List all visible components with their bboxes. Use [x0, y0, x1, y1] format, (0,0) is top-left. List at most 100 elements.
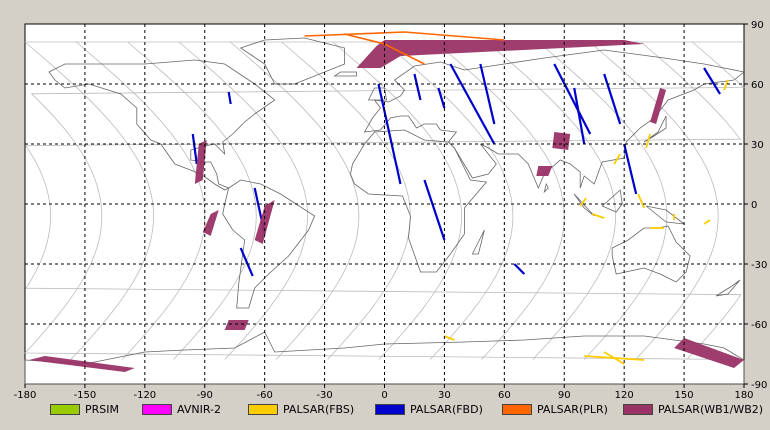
legend-item-palsar-wb: PALSAR(WB1/WB2) [623, 401, 763, 417]
swath-palsar-wb [356, 40, 645, 68]
lat-tick-label: -30 [751, 260, 767, 271]
swath-palsar-fbd [227, 91, 232, 105]
orbit-track [230, 41, 360, 360]
legend-label-prism: PRSIM [85, 402, 119, 416]
lon-tick-label: -60 [256, 390, 272, 401]
swath-palsar-fbs [637, 193, 645, 209]
lat-tick-label: 0 [751, 200, 757, 211]
swath-palsar-fbs [579, 197, 587, 207]
orbit-track [486, 41, 616, 360]
swath-palsar-wb [650, 88, 667, 124]
legend-swatch-palsar-fbs [248, 403, 278, 415]
swath-palsar-fbd [573, 87, 586, 145]
lon-tick-label: 30 [438, 390, 451, 401]
coastline [222, 179, 316, 309]
orbit-track [24, 41, 745, 360]
lat-tick-label: 60 [751, 80, 764, 91]
legend-label-palsar-wb: PALSAR(WB1/WB2) [658, 402, 764, 416]
lon-tick-label: 60 [498, 390, 511, 401]
longitude-tick-labels: -180 -150 -120 -90 -60 -30 0 30 60 90 120 150 180 [14, 390, 754, 401]
coastline [471, 229, 485, 255]
lat-tick-label: -60 [751, 320, 767, 331]
coastline [333, 71, 357, 77]
legend-swatch-prism [50, 403, 80, 415]
legend-item-prism: PRSIM [50, 401, 119, 417]
coastline [601, 189, 623, 213]
swath-palsar-plr [304, 31, 505, 41]
swath-palsar-fbd [437, 87, 446, 109]
legend-label-palsar-fbd: PALSAR(FBD) [410, 402, 483, 416]
swath-palsar-fbd [413, 73, 422, 101]
swath-palsar-wb [674, 338, 744, 368]
coastline [367, 87, 387, 101]
swath-palsar-fbs [603, 351, 625, 365]
lon-tick-label: 180 [734, 390, 753, 401]
legend-label-palsar-fbs: PALSAR(FBS) [283, 402, 355, 416]
legend-item-palsar-fbs: PALSAR(FBS) [248, 401, 354, 417]
lon-tick-label: -120 [133, 390, 156, 401]
swath-palsar-fbd [703, 67, 721, 95]
orbit-track [589, 41, 719, 360]
swath-palsar-wb [29, 356, 135, 372]
orbit-track [435, 41, 565, 360]
legend: PRSIM AVNIR-2 PALSAR(FBS) PALSAR(FBD) PA… [46, 401, 766, 417]
orbit-track [281, 41, 411, 360]
swath-palsar-wb [194, 140, 207, 184]
legend-item-palsar-plr: PALSAR(PLR) [502, 401, 608, 417]
lon-tick-label: 150 [675, 390, 694, 401]
observation-swaths [29, 31, 744, 372]
lat-lon-grid [24, 23, 748, 388]
swath-palsar-fbd [239, 247, 254, 277]
legend-swatch-palsar-fbd [375, 403, 405, 415]
lon-tick-label: -150 [74, 390, 97, 401]
lon-tick-label: 0 [381, 390, 387, 401]
orbit-track [538, 41, 668, 360]
swath-palsar-fbd [423, 179, 446, 241]
swath-palsar-fbs [703, 219, 711, 225]
legend-label-palsar-plr: PALSAR(PLR) [537, 402, 608, 416]
latitude-tick-labels: 90 60 30 0 -30 -60 -90 [751, 20, 767, 391]
swath-palsar-fbd [449, 63, 496, 145]
coastline [611, 225, 691, 283]
lat-tick-label: 30 [751, 140, 764, 151]
swath-palsar-wb [552, 132, 571, 150]
swath-palsar-fbs [444, 335, 455, 341]
lat-tick-label: 90 [751, 20, 764, 31]
swath-palsar-fbd [377, 83, 402, 185]
swath-palsar-wb [536, 166, 553, 176]
swath-palsar-fbd [513, 263, 526, 275]
lon-tick-label: 90 [558, 390, 571, 401]
coastline [543, 182, 549, 194]
orbit-track [25, 41, 742, 360]
lon-tick-label: 120 [615, 390, 634, 401]
swath-palsar-wb [202, 210, 219, 236]
lon-tick-label: -180 [14, 390, 37, 401]
swath-palsar-fbs [591, 213, 605, 219]
orbit-track [76, 41, 206, 360]
lon-tick-label: -30 [316, 390, 332, 401]
legend-item-palsar-fbd: PALSAR(FBD) [375, 401, 483, 417]
orbit-track [178, 41, 309, 360]
swath-palsar-fbd [553, 63, 592, 135]
legend-label-avnir2: AVNIR-2 [177, 402, 221, 416]
legend-swatch-palsar-plr [502, 403, 532, 415]
coastline [643, 115, 667, 143]
swath-palsar-wb [224, 320, 249, 330]
swath-palsar-fbs [645, 133, 651, 149]
orbit-track [127, 41, 257, 360]
coastline [239, 37, 346, 85]
swath-palsar-fbd [623, 143, 638, 195]
swath-palsar-fbs [723, 79, 729, 91]
swath-palsar-fbs [613, 153, 621, 165]
coastline [573, 193, 595, 217]
lat-tick-label: -90 [751, 380, 767, 391]
coastline [715, 279, 741, 297]
coastline [363, 49, 745, 190]
legend-swatch-palsar-wb [623, 403, 653, 415]
swath-palsar-fbd [603, 73, 622, 125]
lon-tick-label: -90 [197, 390, 213, 401]
orbit-track [384, 41, 514, 360]
legend-item-avnir2: AVNIR-2 [142, 401, 221, 417]
orbit-tracks [24, 41, 745, 360]
